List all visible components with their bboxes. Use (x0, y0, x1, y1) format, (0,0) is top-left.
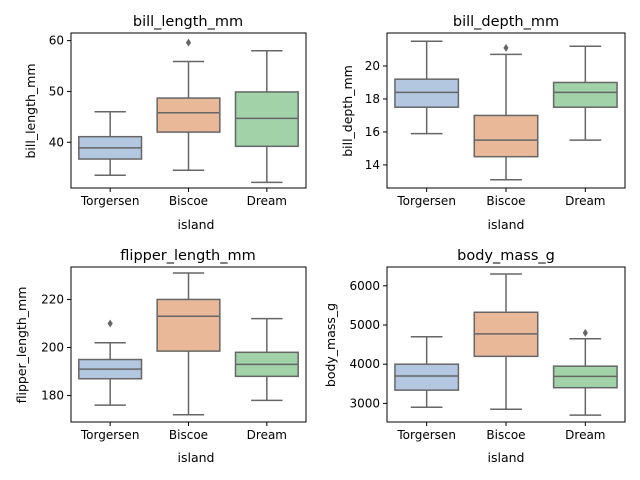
y-tick-label: 4000 (349, 357, 380, 371)
box-iqr (552, 81, 618, 108)
subplot-body-mass: body_mass_g island body_mass_g (323, 248, 555, 465)
box-biscoe (473, 43, 539, 181)
box-torgersen (394, 40, 460, 135)
x-axis-label: island (488, 217, 525, 232)
box-iqr (156, 97, 221, 133)
x-tick-label: Torgersen (80, 428, 140, 442)
x-tick-label: Dream (247, 194, 287, 208)
y-tick-label: 16 (365, 125, 380, 139)
outlier-point (582, 328, 588, 337)
x-axis-label: island (178, 217, 215, 232)
subplot-flipper-length: flipper_length_mm island flipper_length_… (14, 248, 256, 465)
plot-area: Torgersen Biscoe Dream 14 16 18 20 (365, 32, 626, 208)
outlier-point (107, 319, 113, 328)
box-dream (552, 328, 618, 416)
y-axis-label: flipper_length_mm (14, 287, 29, 404)
box-iqr (394, 363, 460, 391)
subplot-title: body_mass_g (457, 248, 555, 264)
y-tick-label: 20 (365, 59, 380, 73)
box-torgersen (394, 336, 460, 409)
box-dream (234, 317, 299, 402)
y-tick-label: 50 (49, 84, 64, 98)
x-tick-label: Dream (247, 428, 287, 442)
box-dream (552, 45, 618, 141)
plot-area: Torgersen Biscoe Dream 3000 4000 5000 6000 (349, 266, 626, 442)
y-tick-label: 18 (365, 92, 380, 106)
y-tick-label: 220 (41, 292, 64, 306)
y-tick-label: 200 (41, 341, 64, 355)
box-biscoe (156, 272, 221, 416)
x-tick-label: Torgersen (396, 194, 456, 208)
y-tick-label: 40 (49, 135, 64, 149)
x-tick-label: Biscoe (169, 194, 208, 208)
y-axis-label: bill_length_mm (23, 63, 38, 158)
box-dream (234, 50, 299, 184)
box-iqr (156, 298, 221, 352)
box-torgersen (78, 111, 143, 177)
box-iqr (394, 78, 460, 108)
box-biscoe (473, 273, 539, 411)
subplot-bill-depth: bill_depth_mm island bill_depth_mm (340, 14, 559, 232)
subplot-title: bill_length_mm (133, 14, 243, 30)
box-iqr (234, 91, 299, 148)
plot-area: Torgersen Biscoe Dream 180 200 220 (41, 266, 307, 442)
x-tick-label: Torgersen (80, 194, 140, 208)
x-tick-label: Biscoe (486, 194, 525, 208)
box-biscoe (156, 38, 221, 171)
y-tick-label: 5000 (349, 318, 380, 332)
x-tick-label: Biscoe (486, 428, 525, 442)
plot-area: Torgersen Biscoe Dream 40 50 60 (49, 32, 307, 208)
x-tick-label: Dream (565, 428, 605, 442)
x-tick-label: Biscoe (169, 428, 208, 442)
subplot-bill-length: bill_length_mm island bill_length_mm (23, 14, 243, 232)
y-tick-label: 60 (49, 34, 64, 48)
y-tick-label: 14 (365, 158, 380, 172)
x-axis-label: island (488, 450, 525, 465)
y-axis-label: bill_depth_mm (340, 65, 355, 157)
outlier-point (185, 38, 192, 47)
subplot-title: bill_depth_mm (453, 14, 559, 30)
x-axis-label: island (178, 450, 215, 465)
y-tick-label: 180 (41, 389, 64, 403)
box-iqr (473, 114, 539, 158)
subplot-title: flipper_length_mm (120, 248, 255, 264)
outlier-point (503, 43, 509, 52)
y-tick-label: 3000 (349, 396, 380, 410)
box-torgersen (78, 319, 143, 406)
y-axis-label: body_mass_g (323, 303, 338, 387)
x-tick-label: Torgersen (396, 428, 456, 442)
x-tick-label: Dream (565, 194, 605, 208)
y-tick-label: 6000 (349, 279, 380, 293)
